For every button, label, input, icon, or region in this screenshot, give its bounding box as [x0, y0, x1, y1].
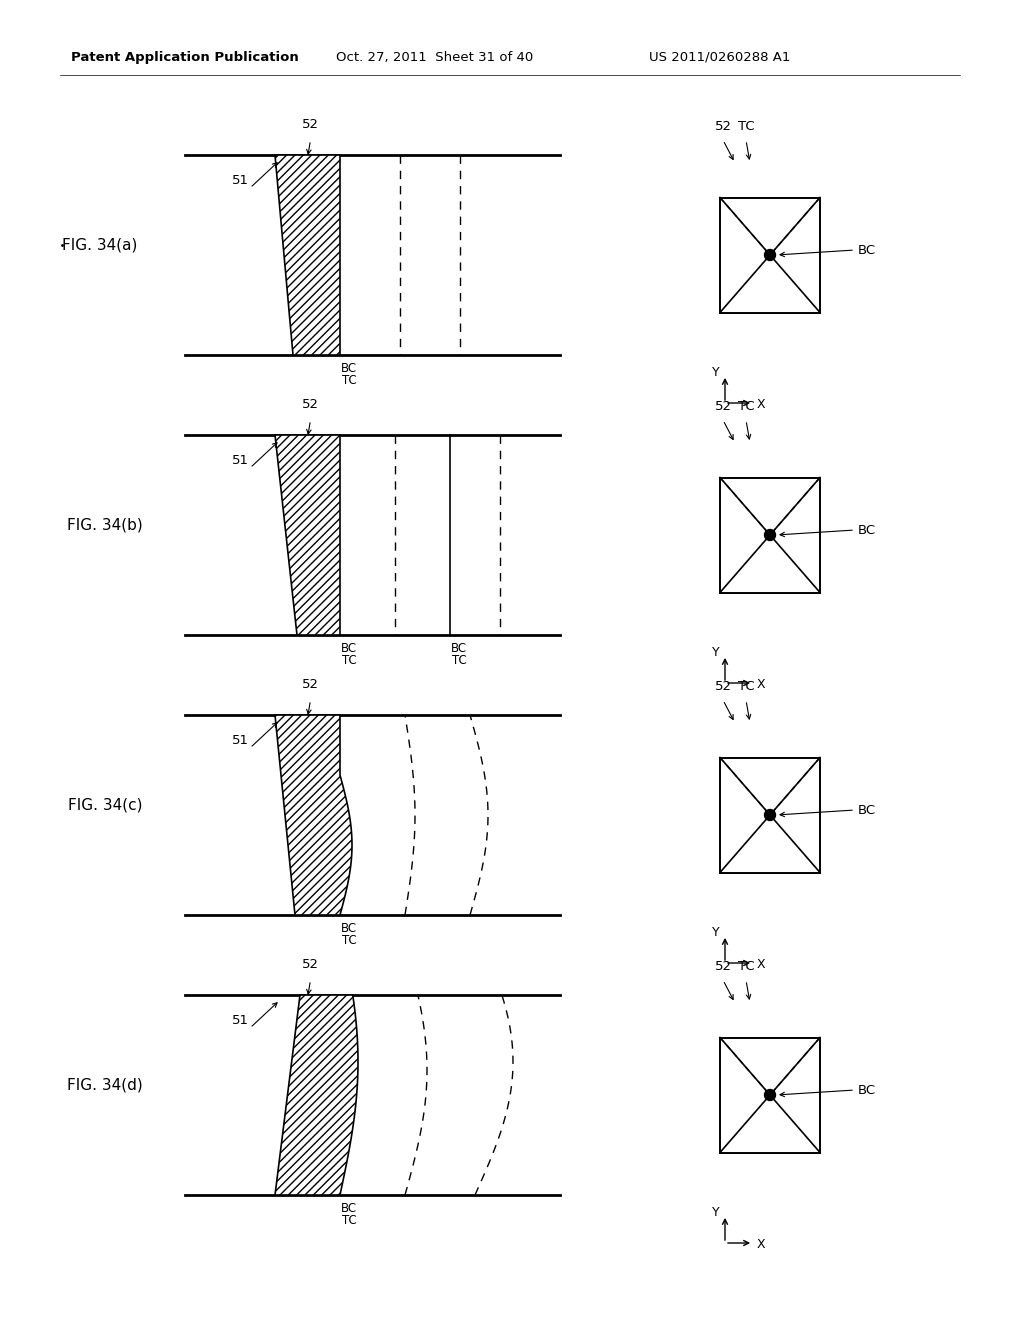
Text: BC: BC: [858, 243, 877, 256]
Text: TC: TC: [342, 935, 356, 948]
Text: FIG. 34(a): FIG. 34(a): [62, 238, 137, 252]
Text: TC: TC: [737, 400, 755, 413]
Text: Y: Y: [712, 1205, 720, 1218]
Circle shape: [765, 809, 775, 821]
Text: TC: TC: [342, 375, 356, 388]
Polygon shape: [275, 995, 358, 1195]
Text: Y: Y: [712, 925, 720, 939]
Text: TC: TC: [737, 681, 755, 693]
Text: BC: BC: [341, 643, 357, 656]
Text: 52: 52: [302, 958, 319, 972]
Text: X: X: [757, 1238, 765, 1251]
Circle shape: [765, 249, 775, 260]
Text: 52: 52: [302, 678, 319, 692]
Text: Patent Application Publication: Patent Application Publication: [71, 50, 299, 63]
Circle shape: [765, 529, 775, 540]
Text: BC: BC: [858, 1084, 877, 1097]
Text: TC: TC: [737, 961, 755, 974]
Text: TC: TC: [737, 120, 755, 133]
Polygon shape: [275, 715, 352, 915]
Text: FIG. 34(c): FIG. 34(c): [68, 797, 142, 813]
Text: Y: Y: [712, 645, 720, 659]
Text: X: X: [757, 399, 765, 412]
Text: 52: 52: [715, 400, 731, 413]
Text: 52: 52: [302, 119, 319, 132]
Text: 52: 52: [302, 399, 319, 412]
Text: TC: TC: [452, 655, 466, 668]
Text: BC: BC: [341, 923, 357, 936]
Text: 51: 51: [231, 1014, 249, 1027]
Polygon shape: [275, 154, 340, 355]
Text: BC: BC: [451, 643, 467, 656]
Text: TC: TC: [342, 655, 356, 668]
Text: X: X: [757, 678, 765, 692]
Text: BC: BC: [858, 804, 877, 817]
Text: X: X: [757, 958, 765, 972]
Text: FIG. 34(b): FIG. 34(b): [68, 517, 143, 532]
Text: Oct. 27, 2011  Sheet 31 of 40: Oct. 27, 2011 Sheet 31 of 40: [336, 50, 534, 63]
Polygon shape: [275, 436, 340, 635]
Text: US 2011/0260288 A1: US 2011/0260288 A1: [649, 50, 791, 63]
Text: 52: 52: [715, 961, 731, 974]
Text: 52: 52: [715, 120, 731, 133]
Text: 51: 51: [231, 173, 249, 186]
Text: 51: 51: [231, 454, 249, 466]
Text: 52: 52: [715, 681, 731, 693]
Text: TC: TC: [342, 1214, 356, 1228]
Circle shape: [765, 1089, 775, 1101]
Text: Y: Y: [712, 366, 720, 379]
Text: 51: 51: [231, 734, 249, 747]
Text: FIG. 34(d): FIG. 34(d): [68, 1077, 143, 1093]
Text: BC: BC: [341, 1203, 357, 1216]
Text: BC: BC: [858, 524, 877, 536]
Text: BC: BC: [341, 363, 357, 375]
